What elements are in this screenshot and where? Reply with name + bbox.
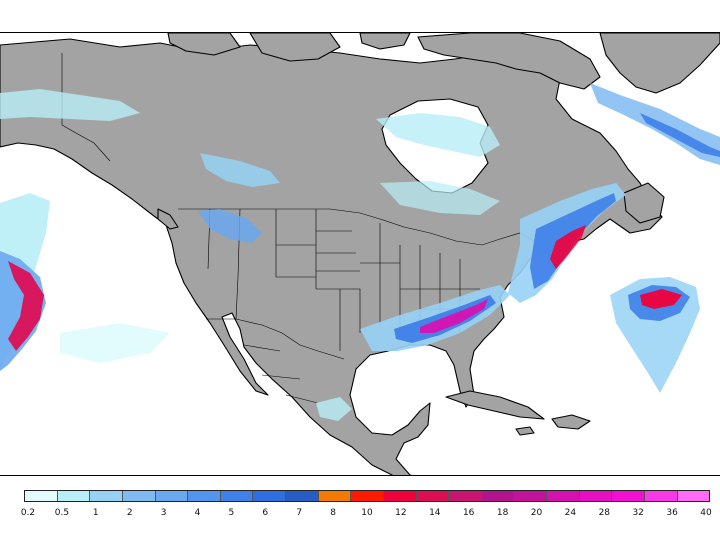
precip-gulf-scatter: [316, 397, 352, 421]
precip-greenland-band-core: [640, 113, 720, 157]
legend-swatch: [188, 491, 221, 501]
legend-swatch: [253, 491, 286, 501]
legend-swatch: [612, 491, 645, 501]
legend-tick-label: 3: [160, 508, 167, 518]
legend-swatch: [90, 491, 123, 501]
vancouver-island: [157, 208, 179, 230]
legend-swatch: [481, 491, 515, 501]
legend-tick-label: 32: [632, 508, 644, 518]
baffin-island: [417, 33, 601, 90]
legend-tick-label: 12: [395, 508, 407, 518]
legend-swatch: [318, 491, 352, 501]
arctic-island-north: [359, 33, 411, 50]
legend-labels: 0.2 0.5 1 2 3 4 5 6 7 8 10 12 14 16 18 20 24 28 32 36 40: [20, 508, 712, 522]
legend-swatch: [25, 491, 58, 501]
legend-tick-label: 20: [530, 508, 543, 518]
legend-swatch: [644, 491, 678, 501]
legend-tick-label: 40: [700, 508, 712, 518]
legend-swatch: [57, 491, 91, 501]
precip-rockies: [198, 209, 262, 243]
north-america-landmass: [0, 38, 663, 475]
map-canvas: [0, 33, 720, 475]
legend-tick-label: 1: [92, 508, 99, 518]
state-lines-west: [207, 208, 317, 320]
state-lines-central: [316, 230, 361, 351]
precip-northwest-canada: [200, 153, 280, 187]
precipitation-map: [0, 32, 720, 476]
legend-swatch: [579, 491, 613, 501]
precip-great-lakes-wash: [380, 181, 500, 215]
us-canada-border: [178, 208, 535, 246]
legend-swatch: [677, 491, 710, 501]
cuba: [445, 390, 545, 420]
legend-tick-label: 2: [126, 508, 133, 518]
legend-tick-label: 16: [462, 508, 475, 518]
precip-pacific-storm-core: [8, 261, 44, 351]
legend-tick-label: 4: [194, 508, 201, 518]
legend-swatch: [383, 491, 417, 501]
legend-color-bar: [24, 490, 710, 502]
legend-tick-label: 5: [228, 508, 235, 518]
legend-swatch: [286, 491, 319, 501]
precip-atlantic-low-core: [640, 289, 682, 309]
precip-legend: 0.2 0.5 1 2 3 4 5 6 7 8 10 12 14 16 18 20 24 28 32 36 40: [20, 490, 712, 530]
legend-swatch: [122, 491, 156, 501]
legend-tick-label: 0.5: [54, 508, 70, 518]
precip-arctic-wash: [376, 113, 500, 157]
legend-swatch: [449, 491, 482, 501]
precip-east-coast-heavy: [550, 225, 586, 269]
newfoundland: [623, 182, 665, 224]
greenland: [599, 33, 720, 94]
mexico-state-lines: [243, 344, 319, 404]
legend-tick-label: 8: [330, 508, 336, 518]
precip-alaska-wash: [0, 89, 140, 121]
hispaniola: [551, 414, 591, 430]
legend-tick-label: 10: [361, 508, 373, 518]
legend-swatch: [514, 491, 547, 501]
boundary-layer: [61, 53, 535, 404]
legend-tick-label: 0.2: [20, 508, 36, 518]
legend-tick-label: 36: [666, 508, 678, 518]
legend-swatch: [547, 491, 580, 501]
precip-layer: [0, 83, 720, 421]
precip-southeast-heavy: [420, 299, 488, 333]
legend-swatch: [155, 491, 189, 501]
jamaica: [515, 426, 535, 436]
legend-swatch: [220, 491, 254, 501]
precip-pacific-scatter: [60, 323, 170, 363]
legend-tick-label: 14: [429, 508, 441, 518]
arctic-island-west: [167, 33, 241, 56]
arctic-island-center: [249, 33, 341, 62]
legend-swatch: [351, 491, 384, 501]
legend-tick-label: 28: [598, 508, 611, 518]
legend-tick-label: 6: [262, 508, 269, 518]
legend-tick-label: 24: [564, 508, 577, 518]
legend-swatch: [416, 491, 450, 501]
legend-tick-label: 18: [496, 508, 509, 518]
legend-tick-label: 7: [296, 508, 303, 518]
